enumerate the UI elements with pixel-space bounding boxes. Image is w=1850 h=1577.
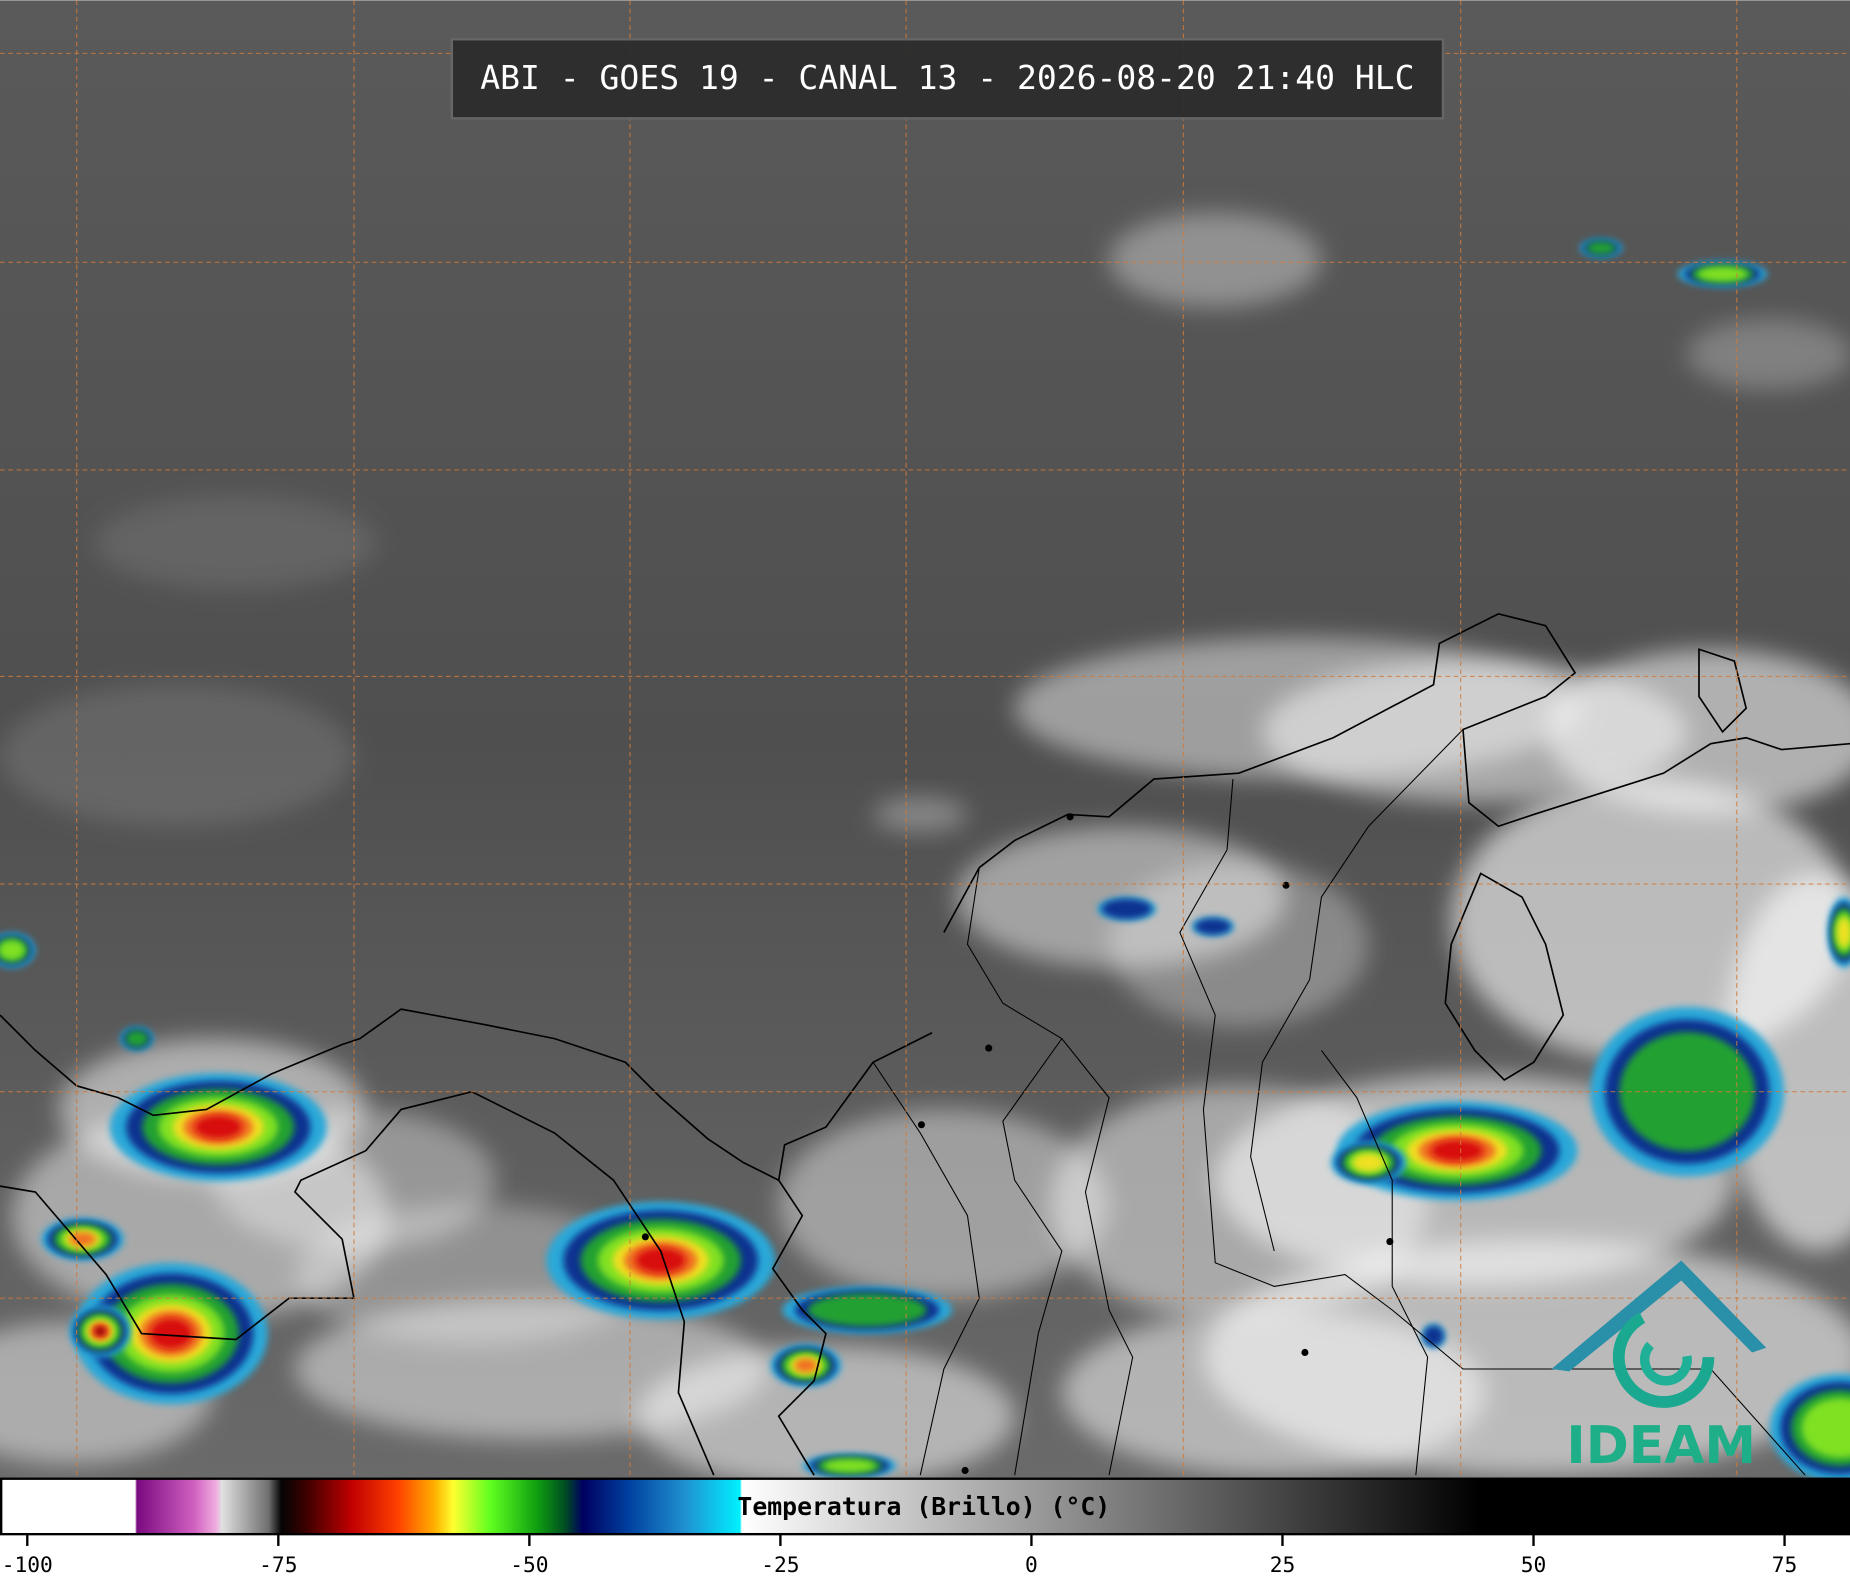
storm-layer — [1101, 898, 1152, 919]
logo-swirl — [1639, 1333, 1692, 1386]
city — [1066, 813, 1074, 821]
city — [1301, 1348, 1309, 1357]
storm-layer — [1430, 1139, 1484, 1162]
colorbar-tick-label: 25 — [1270, 1553, 1296, 1577]
storm-layer — [1586, 241, 1616, 255]
storm-layer — [823, 1459, 876, 1473]
border — [966, 867, 1134, 1476]
coastline — [943, 613, 1850, 933]
storm-layer — [1697, 266, 1748, 282]
storm-cells — [0, 238, 1850, 1483]
cities — [641, 813, 1394, 1474]
city — [1282, 881, 1290, 889]
cloud — [0, 684, 354, 827]
border — [1250, 729, 1464, 1252]
graticule — [0, 0, 1850, 1478]
cloud — [1109, 212, 1322, 308]
border — [1002, 1038, 1063, 1476]
storm-layer — [1352, 1153, 1385, 1172]
storm-layer — [1423, 1325, 1444, 1346]
coastline — [0, 1090, 715, 1476]
colorbar-label: Temperatura (Brillo) (°C) — [737, 1492, 1110, 1521]
cloud — [1050, 1085, 1428, 1322]
colorbar: Temperatura (Brillo) (°C) -100 -75 -50 -25 0… — [0, 1477, 1850, 1577]
storm-layer — [194, 1115, 243, 1140]
cloud — [1687, 318, 1850, 390]
logo-swirl — [1612, 1306, 1715, 1408]
coastline — [771, 1179, 827, 1476]
storm-layer — [635, 1247, 686, 1274]
storm-layer — [0, 940, 25, 960]
coastline — [0, 1008, 933, 1182]
storm-layer — [125, 1030, 149, 1047]
title: ABI - GOES 19 - CANAL 13 - 2026-08-20 21… — [480, 58, 1414, 97]
storm-layer — [1837, 917, 1850, 948]
storm-layer — [149, 1318, 193, 1350]
city — [985, 1044, 993, 1052]
cloud — [1109, 861, 1369, 1027]
cloud — [94, 495, 378, 591]
title-background — [450, 38, 1445, 120]
logo-roof — [1551, 1260, 1767, 1372]
cloud — [873, 796, 968, 833]
storm-layer — [807, 1293, 927, 1327]
storm-layer — [69, 1232, 96, 1246]
logo-text: IDEAM — [1566, 1416, 1756, 1476]
colorbar-tick-label: -100 — [2, 1553, 53, 1577]
title-box: ABI - GOES 19 - CANAL 13 - 2026-08-20 21… — [450, 38, 1445, 120]
colorbar-tick-label: 50 — [1521, 1553, 1547, 1577]
colorbar-tick-label: 75 — [1772, 1553, 1798, 1577]
city — [961, 1466, 969, 1474]
colorbar-tick-label: -50 — [510, 1553, 548, 1577]
colorbar-tick-label: -25 — [761, 1553, 799, 1577]
coastline — [1698, 648, 1748, 734]
border — [872, 1061, 980, 1476]
cloud — [1545, 649, 1850, 815]
cloud — [778, 1109, 1110, 1299]
cloud — [1061, 1309, 1487, 1476]
border — [1321, 1050, 1429, 1476]
colorbar-scale — [0, 1477, 1850, 1536]
city — [917, 1121, 925, 1129]
storm-layer — [1194, 918, 1231, 935]
coastlines — [0, 613, 1850, 1476]
city — [1386, 1238, 1394, 1246]
lake-maracaibo — [1444, 872, 1565, 1081]
storm-layer — [794, 1358, 818, 1373]
city — [641, 1233, 649, 1241]
logo: IDEAM — [1551, 1260, 1767, 1476]
cloud — [1722, 873, 1850, 1251]
colorbar-tick-label: -75 — [259, 1553, 297, 1577]
storm-layer — [1801, 1398, 1850, 1458]
storm-layer — [96, 1328, 104, 1335]
colorbar-tick-label: 0 — [1025, 1553, 1038, 1577]
